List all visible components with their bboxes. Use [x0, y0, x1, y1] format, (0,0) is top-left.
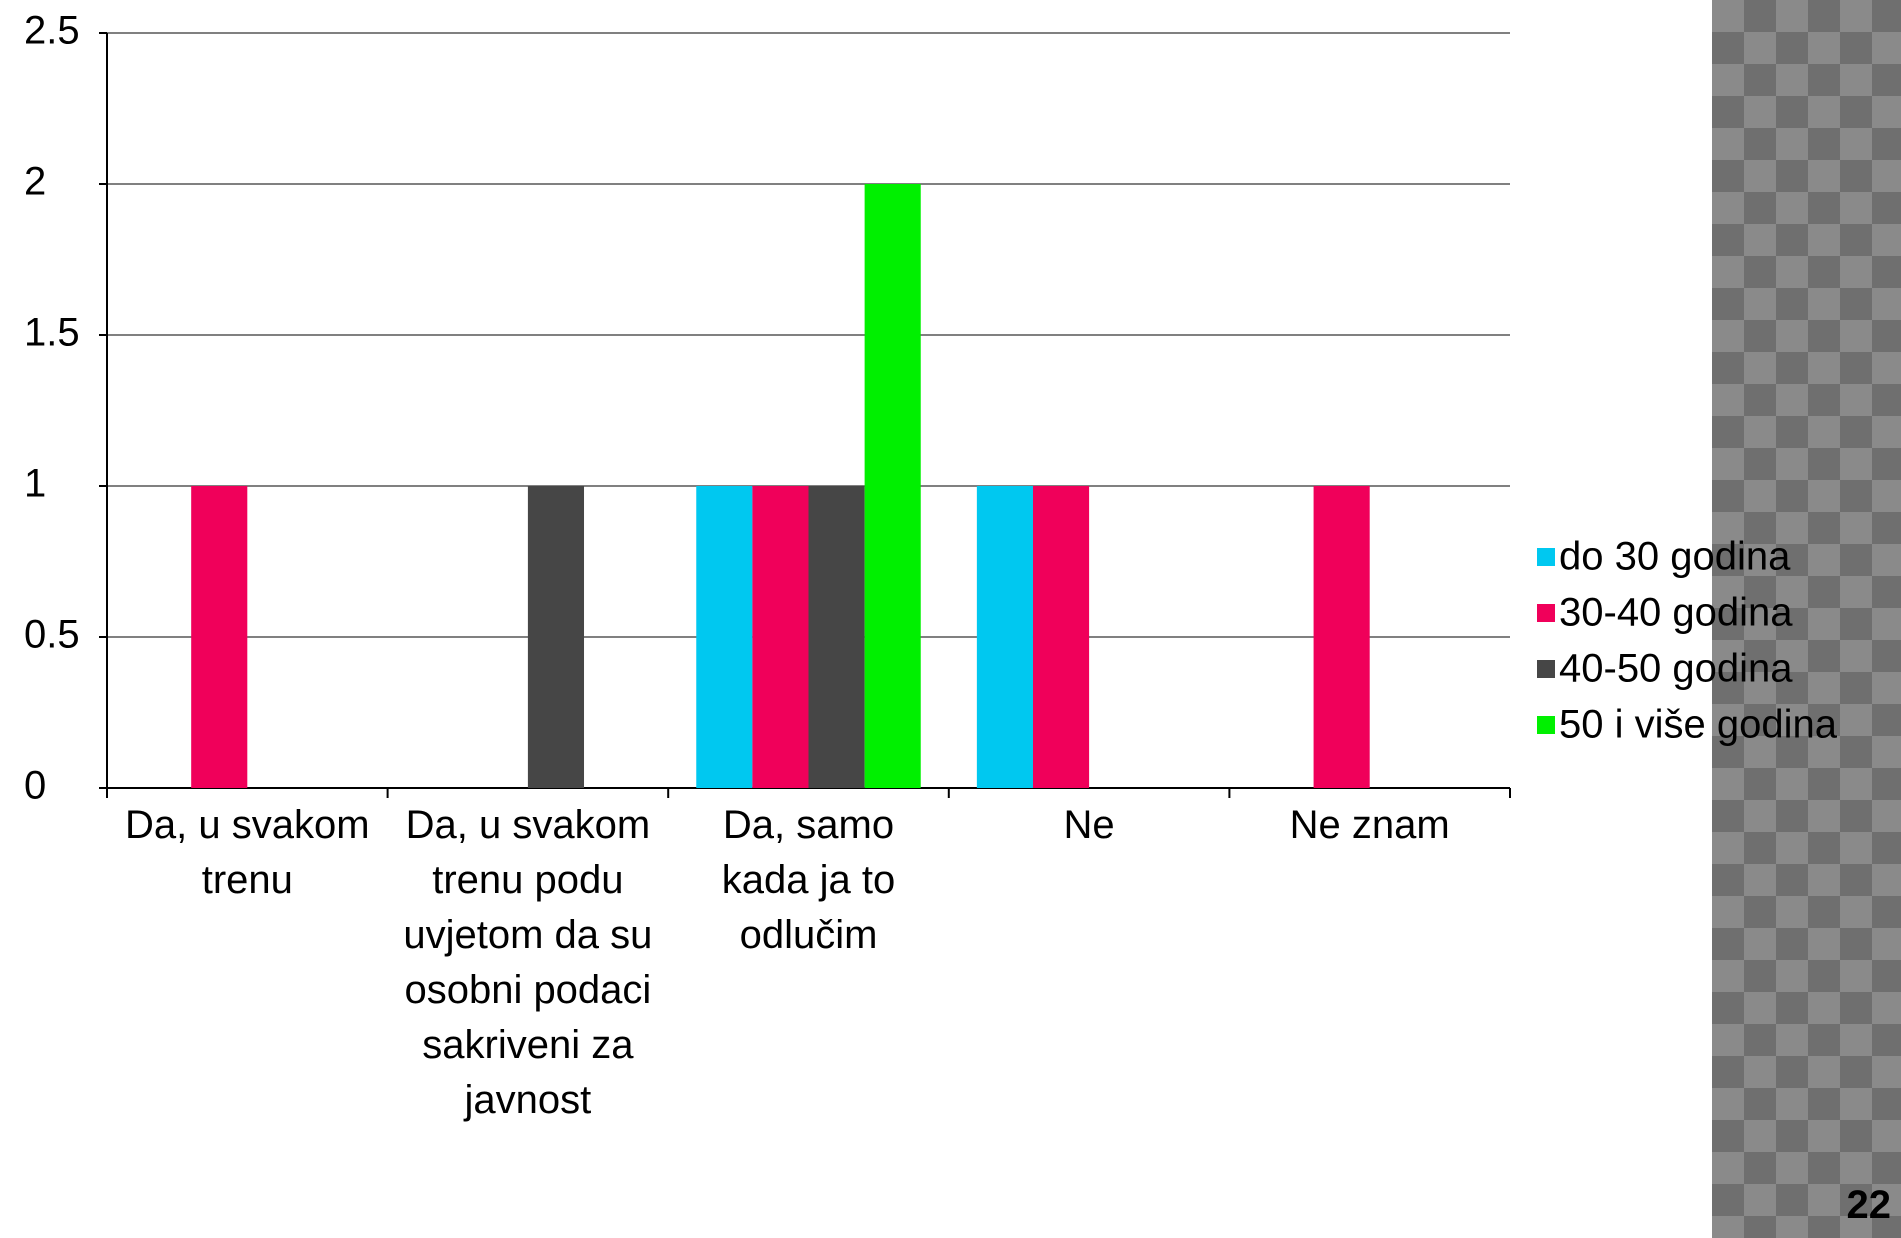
- y-tick-label: 0: [24, 764, 46, 808]
- legend-swatch: [1537, 604, 1555, 622]
- side-panel: [1712, 0, 1901, 1238]
- legend-label: 30-40 godina: [1559, 591, 1793, 635]
- x-tick-label: Ne znam: [1289, 803, 1450, 847]
- bar: [752, 486, 809, 788]
- bar: [1032, 486, 1090, 788]
- y-tick-label: 0.5: [24, 613, 80, 657]
- legend-label: 40-50 godina: [1559, 647, 1793, 691]
- x-tick-label: Da, samo kada ja to odlučim: [721, 803, 896, 957]
- x-tick-label: Da, u svakom trenu: [125, 803, 370, 902]
- y-tick-label: 2.5: [24, 9, 80, 53]
- legend-label: 50 i više godina: [1559, 703, 1838, 747]
- bar: [527, 486, 585, 788]
- bar: [976, 486, 1033, 788]
- bar: [191, 486, 248, 788]
- x-tick-label: Ne: [1063, 803, 1115, 847]
- x-tick-label: Da, u svakom trenu podu uvjetom da su os…: [403, 803, 653, 1122]
- bar: [1313, 486, 1370, 788]
- legend-swatch: [1537, 660, 1555, 678]
- bar: [808, 486, 865, 788]
- y-tick-label: 1.5: [24, 311, 80, 355]
- y-tick-label: 1: [24, 462, 46, 506]
- legend-swatch: [1537, 716, 1555, 734]
- bar: [696, 486, 753, 788]
- page-number: 22: [1846, 1183, 1892, 1227]
- y-tick-label: 2: [24, 160, 46, 204]
- legend-swatch: [1537, 548, 1555, 566]
- legend-label: do 30 godina: [1559, 535, 1791, 579]
- bar: [864, 184, 921, 788]
